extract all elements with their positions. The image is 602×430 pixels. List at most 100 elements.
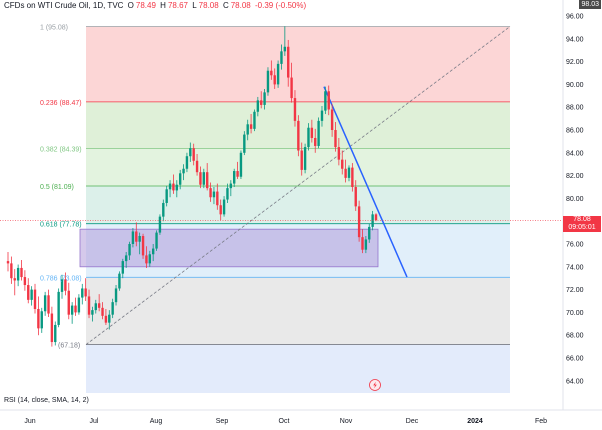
candle[interactable] xyxy=(209,182,212,202)
candle[interactable] xyxy=(287,39,290,87)
candle[interactable] xyxy=(334,122,337,152)
candle[interactable] xyxy=(43,291,47,316)
candle[interactable] xyxy=(189,142,192,162)
candle[interactable] xyxy=(158,214,162,235)
candle[interactable] xyxy=(60,274,64,299)
candle[interactable] xyxy=(256,96,260,117)
candle[interactable] xyxy=(33,283,37,314)
candle[interactable] xyxy=(344,159,347,183)
candle[interactable] xyxy=(91,306,94,322)
candle[interactable] xyxy=(293,90,297,127)
candle[interactable] xyxy=(6,251,10,272)
candle[interactable] xyxy=(236,161,239,180)
candle[interactable] xyxy=(253,109,256,132)
candle[interactable] xyxy=(118,271,121,291)
candle[interactable] xyxy=(182,164,185,181)
candle[interactable] xyxy=(337,137,341,166)
candle[interactable] xyxy=(249,114,253,134)
candle[interactable] xyxy=(270,60,273,80)
candle[interactable] xyxy=(351,163,354,192)
candle[interactable] xyxy=(246,119,249,141)
candle[interactable] xyxy=(84,278,87,301)
candle[interactable] xyxy=(23,270,27,291)
candle[interactable] xyxy=(280,44,283,70)
candle[interactable] xyxy=(168,180,172,198)
candle[interactable] xyxy=(297,115,300,157)
candle[interactable] xyxy=(307,123,310,151)
candle[interactable] xyxy=(20,259,23,281)
candle[interactable] xyxy=(121,258,124,279)
candle[interactable] xyxy=(50,306,54,347)
candle[interactable] xyxy=(81,283,84,305)
candle[interactable] xyxy=(222,196,226,217)
candle[interactable] xyxy=(128,241,131,260)
candle[interactable] xyxy=(87,289,91,319)
lightning-icon[interactable] xyxy=(369,379,381,391)
candle[interactable] xyxy=(371,210,374,231)
candle[interactable] xyxy=(155,230,158,251)
candle[interactable] xyxy=(216,183,219,210)
candle[interactable] xyxy=(141,233,145,259)
candle[interactable] xyxy=(243,131,246,156)
candle[interactable] xyxy=(330,103,334,137)
candle[interactable] xyxy=(151,244,155,262)
candle[interactable] xyxy=(138,232,141,255)
candle[interactable] xyxy=(314,128,317,153)
candle[interactable] xyxy=(97,294,101,312)
candle[interactable] xyxy=(47,289,50,317)
candle[interactable] xyxy=(361,229,364,254)
candle[interactable] xyxy=(30,286,33,306)
candle[interactable] xyxy=(178,169,182,190)
candle[interactable] xyxy=(13,269,16,296)
candle[interactable] xyxy=(16,264,20,287)
candle[interactable] xyxy=(57,288,60,328)
candle[interactable] xyxy=(114,285,118,306)
support-rectangle[interactable] xyxy=(79,228,379,268)
candle[interactable] xyxy=(233,168,236,187)
candle[interactable] xyxy=(212,187,216,205)
candle[interactable] xyxy=(260,91,263,109)
candle[interactable] xyxy=(357,200,361,242)
candle[interactable] xyxy=(175,180,179,198)
candle[interactable] xyxy=(303,143,307,174)
candle[interactable] xyxy=(77,294,81,315)
candle[interactable] xyxy=(226,183,229,203)
candle[interactable] xyxy=(195,153,199,176)
candle[interactable] xyxy=(354,180,357,211)
fib-trend-line[interactable] xyxy=(85,26,511,345)
candle[interactable] xyxy=(70,302,74,324)
candle[interactable] xyxy=(124,251,128,268)
candle[interactable] xyxy=(185,152,189,173)
candle[interactable] xyxy=(162,199,165,222)
candle[interactable] xyxy=(300,142,303,176)
candle[interactable] xyxy=(74,297,77,316)
candle[interactable] xyxy=(108,310,111,330)
candle[interactable] xyxy=(64,272,67,296)
candle[interactable] xyxy=(276,60,280,88)
symbol-title[interactable]: CFDs on WTI Crude Oil, 1D, TVC xyxy=(4,1,124,10)
candle[interactable] xyxy=(37,296,40,336)
candle[interactable] xyxy=(368,223,371,243)
candle[interactable] xyxy=(320,106,324,127)
candle[interactable] xyxy=(310,119,314,143)
candle[interactable] xyxy=(341,150,344,175)
candle[interactable] xyxy=(219,199,222,221)
candle[interactable] xyxy=(317,117,320,149)
candle[interactable] xyxy=(327,85,330,116)
candle[interactable] xyxy=(104,308,108,325)
candle[interactable] xyxy=(364,236,368,254)
candle[interactable] xyxy=(266,67,270,96)
candle[interactable] xyxy=(145,246,148,268)
candle[interactable] xyxy=(10,256,13,284)
candle[interactable] xyxy=(40,307,43,333)
candle[interactable] xyxy=(165,185,168,207)
candle[interactable] xyxy=(202,168,206,189)
candle[interactable] xyxy=(192,143,195,166)
candle[interactable] xyxy=(347,165,351,182)
candle[interactable] xyxy=(273,68,276,89)
candle[interactable] xyxy=(205,163,209,191)
candle[interactable] xyxy=(131,228,135,248)
candle[interactable] xyxy=(148,250,151,267)
candle[interactable] xyxy=(101,302,104,320)
